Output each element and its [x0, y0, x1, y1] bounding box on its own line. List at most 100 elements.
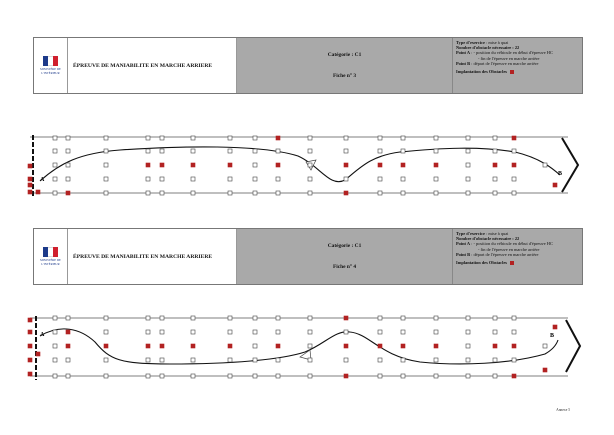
obstacle-cone [275, 343, 281, 349]
obstacle-slot [400, 148, 406, 154]
point-b-label: B [550, 333, 554, 339]
obstacle-cone [511, 343, 517, 349]
obstacle-slot [159, 148, 165, 154]
category-label: Catégorie : C1 [327, 51, 362, 58]
category-block: Catégorie : C1 Fiche n° 3 [237, 38, 452, 93]
obstacle-slot [465, 162, 471, 168]
exercise-info: Type d'exercice : mise à quai Nombre d'o… [452, 229, 582, 284]
fiche-number: Fiche n° 4 [332, 264, 357, 271]
obstacle-slot [252, 329, 258, 335]
point-b-line: Point B : départ de l'épreuve en marche … [456, 251, 539, 257]
obstacle-slot [307, 373, 313, 379]
obstacle-slot [433, 315, 439, 321]
fiche-number: Fiche n° 3 [332, 73, 357, 80]
obstacle-slot [52, 315, 58, 321]
obstacle-cone [492, 162, 498, 168]
obstacle-cone [433, 162, 439, 168]
obstacle-slot [492, 373, 498, 379]
obstacle-cone [552, 182, 558, 188]
sheet-header: MINISTÈRE DE L'INTÉRIEUR ÉPREUVE DE MANI… [33, 228, 583, 285]
obstacle-slot [52, 373, 58, 379]
obstacle-slot [65, 135, 71, 141]
obstacle-cone [542, 367, 548, 373]
obstacle-cone [492, 343, 498, 349]
obstacle-cone [377, 162, 383, 168]
obstacle-cone [275, 135, 281, 141]
obstacle-slot [275, 190, 281, 196]
obstacle-slot [159, 357, 165, 363]
ministry-logo: MINISTÈRE DE L'INTÉRIEUR [34, 229, 68, 284]
obstacle-slot [307, 357, 313, 363]
obstacle-slot [145, 357, 151, 363]
exercise-type-line: Type d'exercice : mise à quai [456, 40, 509, 45]
obstacle-cone [511, 135, 517, 141]
obstacle-slot [433, 135, 439, 141]
obstacle-slot [227, 329, 233, 335]
obstacle-count: Nombre d'obstacle nécessaire : 22 [456, 45, 520, 51]
point-b-label: B [558, 171, 562, 177]
obstacle-slot [145, 135, 151, 141]
obstacle-slot [511, 190, 517, 196]
obstacle-grid [27, 135, 558, 196]
obstacle-slot [52, 357, 58, 363]
lane-lines [30, 136, 568, 194]
exercise-title: ÉPREUVE DE MANIABILITE EN MARCHE ARRIERE [68, 38, 237, 93]
obstacle-slot [227, 176, 233, 182]
obstacle-cone [27, 182, 33, 188]
ministry-logo: MINISTÈRE DE L'INTÉRIEUR [34, 38, 68, 93]
obstacle-cone [190, 343, 196, 349]
implantation-legend: Implantation des Obstacles [456, 260, 579, 265]
exercise-info: Type d'exercice : mise à quai Nombre d'o… [452, 38, 582, 93]
point-b-line: Point B : départ de l'épreuve en marche … [456, 60, 539, 66]
obstacle-slot [145, 148, 151, 154]
obstacle-slot [52, 135, 58, 141]
obstacle-slot [275, 329, 281, 335]
ministry-label: MINISTÈRE DE L'INTÉRIEUR [40, 258, 61, 266]
obstacle-cone [103, 343, 109, 349]
obstacle-slot [252, 176, 258, 182]
obstacle-cone [190, 162, 196, 168]
french-flag-icon [42, 247, 59, 258]
obstacle-cone [343, 343, 349, 349]
obstacle-slot [307, 148, 313, 154]
obstacle-slot [492, 135, 498, 141]
obstacle-slot [307, 162, 313, 168]
obstacle-slot [492, 148, 498, 154]
trajectory-path [39, 146, 561, 183]
obstacle-slot [377, 190, 383, 196]
category-block: Catégorie : C1 Fiche n° 4 [237, 229, 452, 284]
obstacle-legend-swatch [510, 261, 514, 265]
point-a-line: Point A : - position du véhicule en débu… [456, 241, 553, 247]
obstacle-slot [65, 373, 71, 379]
exercise-type-line: Type d'exercice : mise à quai [456, 231, 509, 236]
obstacle-cone [145, 162, 151, 168]
obstacle-cone [35, 189, 41, 195]
obstacle-slot [307, 329, 313, 335]
obstacle-slot [190, 329, 196, 335]
obstacle-cone [227, 162, 233, 168]
obstacle-cone [343, 373, 349, 379]
obstacle-slot [542, 343, 548, 349]
obstacle-cone [433, 343, 439, 349]
point-a-line: Point A : - position du véhicule en débu… [456, 50, 553, 56]
obstacle-cone [145, 343, 151, 349]
obstacle-slot [343, 148, 349, 154]
obstacle-slot [275, 148, 281, 154]
obstacle-slot [252, 148, 258, 154]
obstacle-slot [377, 135, 383, 141]
obstacle-slot [542, 162, 548, 168]
obstacle-slot [465, 315, 471, 321]
implantation-legend: Implantation des Obstacles [456, 69, 579, 74]
obstacle-cone [343, 190, 349, 196]
trajectory-path [39, 328, 559, 365]
obstacle-slot [190, 148, 196, 154]
obstacle-slot [275, 357, 281, 363]
obstacle-cone [400, 343, 406, 349]
lane-lines [30, 317, 568, 377]
obstacle-cone [27, 189, 33, 195]
obstacle-cone [343, 162, 349, 168]
obstacle-slot [465, 373, 471, 379]
obstacle-slot [103, 190, 109, 196]
obstacle-slot [343, 329, 349, 335]
obstacle-slot [65, 357, 71, 363]
